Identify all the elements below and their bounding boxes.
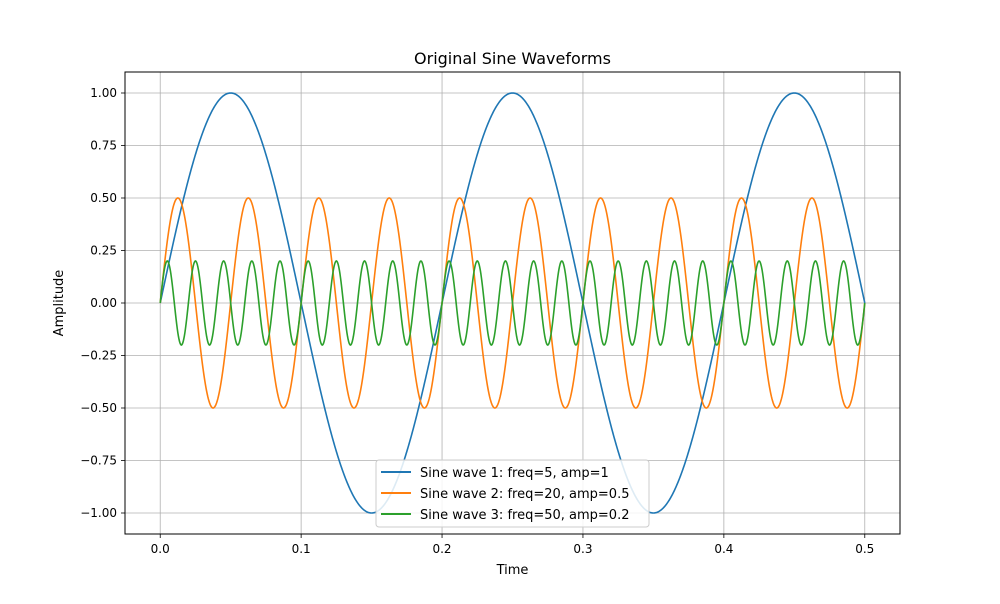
x-tick-label: 0.1 [292,542,311,556]
x-tick-label: 0.3 [573,542,592,556]
y-axis-label: Amplitude [52,270,67,337]
legend: Sine wave 1: freq=5, amp=1 Sine wave 2: … [375,459,650,528]
legend-label-2: Sine wave 2: freq=20, amp=0.5 [420,487,629,502]
grid-layer [125,72,900,534]
legend-box [375,459,650,528]
y-tick-label: −0.75 [80,454,117,468]
series-line-3 [159,260,866,346]
chart-title: Original Sine Waveforms [414,49,611,68]
y-tick-label: 0.50 [90,191,117,205]
y-tick-label: 0.25 [90,244,117,258]
legend-label-3: Sine wave 3: freq=50, amp=0.2 [420,508,629,523]
x-tick-label: 0.2 [432,542,451,556]
y-tick-label: 0.00 [90,296,117,310]
series-line-1 [159,92,866,514]
x-tick-label: 0.4 [714,542,733,556]
y-tick-label: −1.00 [80,506,117,520]
ticks-layer: 0.0 0.1 0.2 0.3 0.4 0.5 −1.00 −0.75 −0.50 −0.25 0.… [80,86,874,556]
y-tick-label: −0.25 [80,349,117,363]
legend-label-1: Sine wave 1: freq=5, amp=1 [420,466,609,481]
x-axis-label: Time [496,563,529,578]
series-layer [159,92,866,514]
y-tick-label: 1.00 [90,86,117,100]
x-tick-label: 0.0 [151,542,170,556]
y-tick-label: 0.75 [90,139,117,153]
x-tick-label: 0.5 [855,542,874,556]
y-tick-label: −0.50 [80,401,117,415]
